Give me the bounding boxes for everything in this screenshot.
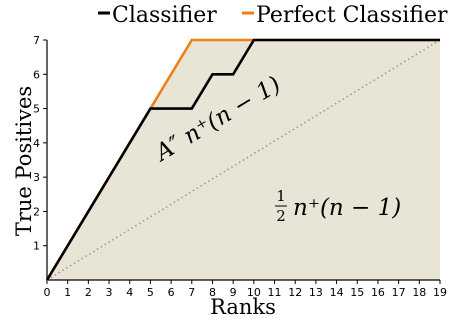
x-tick-label: 17 xyxy=(392,286,406,299)
legend-label-perfect: Perfect Classifier xyxy=(256,3,448,28)
x-tick-label: 4 xyxy=(126,286,133,299)
legend-label-classifier: Classifier xyxy=(112,3,217,28)
x-tick-label: 8 xyxy=(209,286,216,299)
y-tick-label: 5 xyxy=(33,103,40,116)
series-lines xyxy=(45,38,441,281)
legend: Classifier Perfect Classifier xyxy=(98,3,448,28)
y-tick-label: 7 xyxy=(33,34,40,47)
x-tick-label: 3 xyxy=(106,286,113,299)
x-tick-label: 19 xyxy=(433,286,447,299)
x-tick-label: 1 xyxy=(64,286,71,299)
y-tick-label: 1 xyxy=(33,240,40,253)
x-tick-label: 16 xyxy=(371,286,385,299)
x-tick-label: 18 xyxy=(412,286,426,299)
x-tick-label: 10 xyxy=(247,286,261,299)
x-tick-label: 9 xyxy=(230,286,237,299)
x-tick-label: 2 xyxy=(85,286,92,299)
x-tick-label: 6 xyxy=(168,286,175,299)
y-ticks: 1 2 3 4 5 6 7 xyxy=(33,34,47,253)
x-tick-label: 12 xyxy=(288,286,302,299)
x-axis-label: Ranks xyxy=(210,295,276,319)
x-tick-label: 7 xyxy=(188,286,195,299)
annotation-lower-rest: n⁺(n − 1) xyxy=(293,195,401,221)
x-tick-label: 14 xyxy=(330,286,344,299)
x-tick-label: 15 xyxy=(350,286,364,299)
x-tick-label: 5 xyxy=(147,286,154,299)
x-tick-label: 13 xyxy=(309,286,323,299)
y-axis-label: True Positives xyxy=(12,86,36,236)
series-line-classifier xyxy=(45,38,440,281)
x-ticks: 0 1 2 3 4 5 6 7 8 9 10 11 12 13 14 15 16 17 18 19 xyxy=(44,280,447,299)
x-tick-label: 11 xyxy=(268,286,282,299)
y-tick-label: 3 xyxy=(33,171,40,184)
annotation-lower: 1 2 n⁺(n − 1) xyxy=(275,187,401,225)
y-tick-label: 6 xyxy=(33,68,40,81)
y-tick-label: 4 xyxy=(33,137,40,150)
series-line-random-diagonal xyxy=(46,39,441,281)
x-tick-label: 0 xyxy=(44,286,51,299)
annotation-lower-den: 2 xyxy=(276,207,286,225)
y-tick-label: 2 xyxy=(33,205,40,218)
annotation-lower-num: 1 xyxy=(276,187,286,205)
